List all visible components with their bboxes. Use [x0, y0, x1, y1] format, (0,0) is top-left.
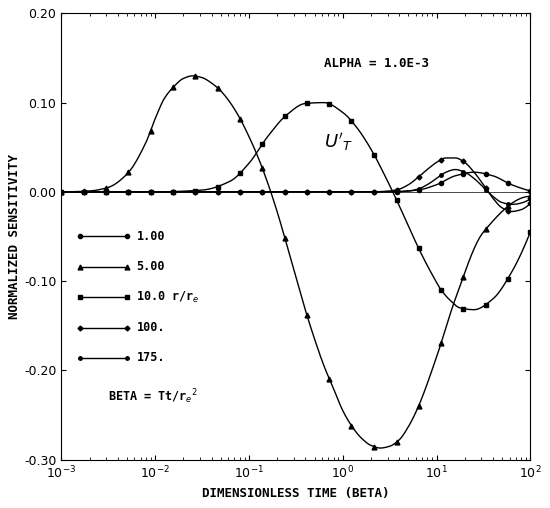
Text: BETA = Tt/r$_e$$^2$: BETA = Tt/r$_e$$^2$	[108, 388, 198, 406]
Text: 1.00: 1.00	[136, 230, 165, 243]
Text: 175.: 175.	[136, 352, 165, 364]
Y-axis label: NORMALIZED SENSITIVITY: NORMALIZED SENSITIVITY	[8, 154, 21, 319]
Text: $U'_T$: $U'_T$	[324, 131, 353, 153]
Text: 100.: 100.	[136, 321, 165, 334]
Text: ALPHA = 1.0E-3: ALPHA = 1.0E-3	[324, 57, 429, 70]
Text: 10.0 r/r$_e$: 10.0 r/r$_e$	[136, 290, 200, 305]
Text: 5.00: 5.00	[136, 260, 165, 273]
X-axis label: DIMENSIONLESS TIME (BETA): DIMENSIONLESS TIME (BETA)	[202, 487, 389, 500]
